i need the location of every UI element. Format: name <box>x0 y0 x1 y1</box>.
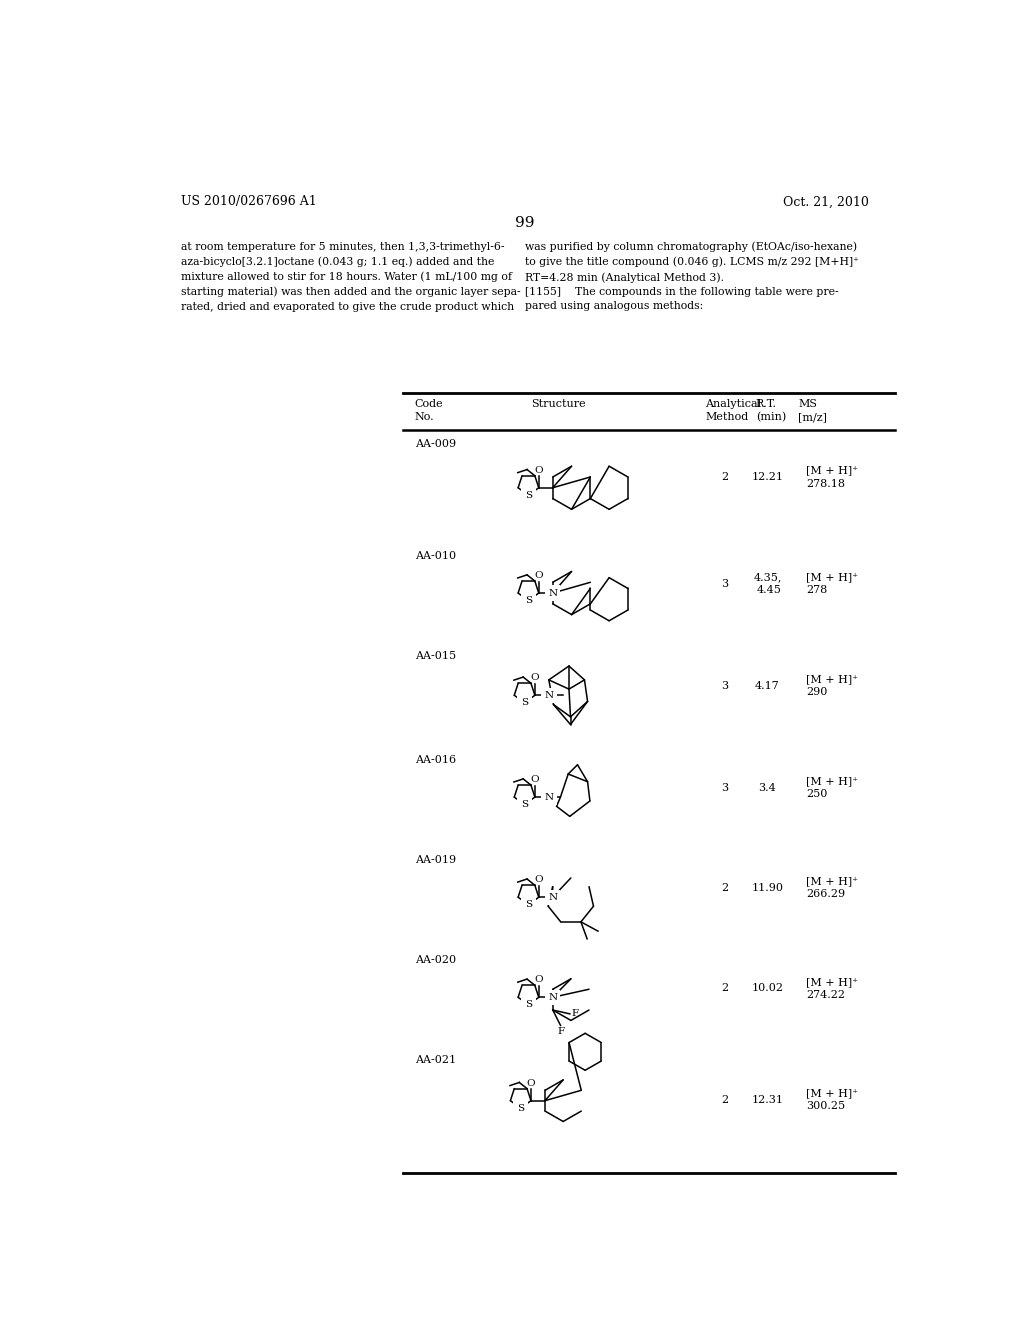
Text: S: S <box>517 1104 524 1113</box>
Text: R.T.
(min): R.T. (min) <box>756 400 786 422</box>
Text: Analytical
Method: Analytical Method <box>706 400 762 422</box>
Text: AA-019: AA-019 <box>415 855 456 865</box>
Text: was purified by column chromatography (EtOAc/iso-hexane)
to give the title compo: was purified by column chromatography (E… <box>524 242 859 312</box>
Text: 3: 3 <box>721 579 728 589</box>
Text: N: N <box>548 892 557 902</box>
Text: AA-020: AA-020 <box>415 956 456 965</box>
Text: US 2010/0267696 A1: US 2010/0267696 A1 <box>180 195 316 209</box>
Text: O: O <box>535 875 543 884</box>
Text: N: N <box>548 589 557 598</box>
Text: 99: 99 <box>515 216 535 230</box>
Text: AA-010: AA-010 <box>415 552 456 561</box>
Text: 2: 2 <box>721 473 728 482</box>
Text: Structure: Structure <box>530 400 586 409</box>
Text: O: O <box>535 975 543 985</box>
Text: [M + H]⁺
266.29: [M + H]⁺ 266.29 <box>806 876 858 899</box>
Text: AA-016: AA-016 <box>415 755 456 766</box>
Text: N: N <box>545 690 553 700</box>
Text: 3: 3 <box>721 681 728 690</box>
Text: 2: 2 <box>721 883 728 894</box>
Text: 4.35,
4.45: 4.35, 4.45 <box>754 573 781 595</box>
Text: S: S <box>525 900 532 909</box>
Text: 2: 2 <box>721 1094 728 1105</box>
Text: AA-021: AA-021 <box>415 1056 456 1065</box>
Text: S: S <box>521 800 528 809</box>
Text: O: O <box>535 572 543 579</box>
Text: 3: 3 <box>721 783 728 793</box>
Text: 10.02: 10.02 <box>752 983 783 993</box>
Text: S: S <box>525 597 532 605</box>
Text: [M + H]⁺
290: [M + H]⁺ 290 <box>806 675 858 697</box>
Text: AA-009: AA-009 <box>415 440 456 449</box>
Text: at room temperature for 5 minutes, then 1,3,3-trimethyl-6-
aza-bicyclo[3.2.1]oct: at room temperature for 5 minutes, then … <box>180 242 520 312</box>
Text: 11.90: 11.90 <box>752 883 783 894</box>
Text: F: F <box>571 1010 579 1018</box>
Text: [M + H]⁺
300.25: [M + H]⁺ 300.25 <box>806 1088 858 1111</box>
Text: 3.4: 3.4 <box>759 783 776 793</box>
Text: 4.17: 4.17 <box>755 681 779 690</box>
Text: O: O <box>526 1078 536 1088</box>
Text: O: O <box>530 673 540 682</box>
Text: MS
[m/z]: MS [m/z] <box>799 400 827 422</box>
Text: 2: 2 <box>721 983 728 993</box>
Text: O: O <box>535 466 543 475</box>
Text: N: N <box>545 792 553 801</box>
Text: Code
No.: Code No. <box>415 400 443 422</box>
Text: O: O <box>530 775 540 784</box>
Text: AA-015: AA-015 <box>415 651 456 661</box>
Text: [M + H]⁺
274.22: [M + H]⁺ 274.22 <box>806 977 858 999</box>
Text: [M + H]⁺
278: [M + H]⁺ 278 <box>806 573 858 595</box>
Text: S: S <box>525 491 532 500</box>
Text: F: F <box>557 1027 564 1036</box>
Text: S: S <box>521 698 528 708</box>
Text: Oct. 21, 2010: Oct. 21, 2010 <box>783 195 869 209</box>
Text: 12.31: 12.31 <box>752 1094 783 1105</box>
Text: S: S <box>525 1001 532 1010</box>
Text: [M + H]⁺
278.18: [M + H]⁺ 278.18 <box>806 466 858 488</box>
Text: [M + H]⁺
250: [M + H]⁺ 250 <box>806 776 858 800</box>
Text: N: N <box>548 993 557 1002</box>
Text: 12.21: 12.21 <box>752 473 783 482</box>
